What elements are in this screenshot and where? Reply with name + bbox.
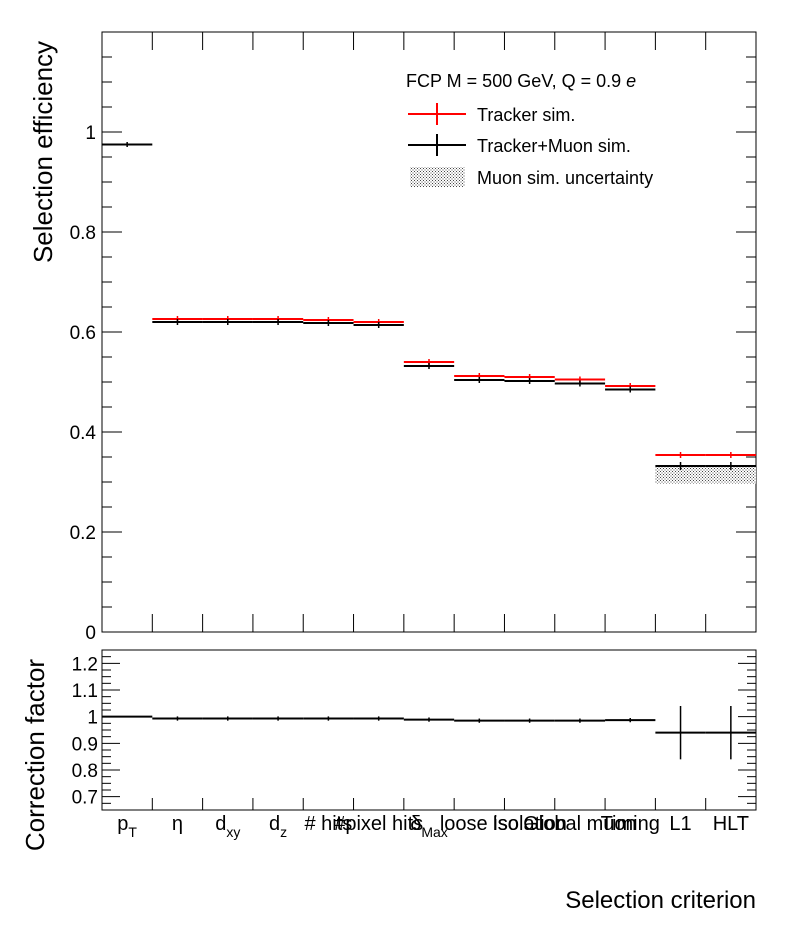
uncertainty-band-bin [655, 465, 706, 484]
main-x-ticks [151, 32, 707, 632]
category-label: loose iso [440, 813, 519, 835]
category-label: Isolation [492, 813, 567, 835]
category-label: # hits [304, 813, 352, 835]
ratio-y-tick-label: 0.8 [72, 761, 98, 782]
ratio-y-axis: 0.7 0.8 0.9 1 1.1 1.2 [72, 649, 756, 811]
category-label: L1 [669, 813, 691, 835]
correction-factor-series [102, 706, 756, 760]
x-axis-title: Selection criterion [565, 887, 756, 914]
ratio-y-axis-title: Correction factor [20, 659, 50, 852]
ratio-plot-frame [101, 649, 757, 811]
uncertainty-band-bin [705, 465, 756, 484]
main-y-axis-title: Selection efficiency [28, 41, 58, 263]
category-label: Global muon [523, 813, 636, 835]
main-y-tick-label: 0 [85, 623, 96, 644]
main-plot-frame [101, 31, 757, 633]
ratio-y-tick-label: 1.2 [72, 654, 98, 675]
category-label: dz [269, 813, 287, 840]
legend-header: FCP M = 500 GeV, Q = 0.9 e [406, 71, 636, 91]
category-label: η [172, 813, 183, 835]
category-label: dxy [215, 813, 240, 840]
ratio-x-ticks [151, 798, 707, 810]
legend-tracker-muon-sim-label: Tracker+Muon sim. [477, 136, 631, 156]
main-y-tick-label: 0.2 [70, 523, 96, 544]
uncertainty-band [655, 465, 756, 484]
legend-muon-uncertainty-label: Muon sim. uncertainty [477, 168, 653, 188]
ratio-y-tick-label: 1 [87, 708, 98, 729]
legend-tracker-sim-label: Tracker sim. [477, 105, 575, 125]
ratio-y-tick-label: 1.1 [72, 681, 98, 702]
main-y-axis: 0 0.2 0.4 0.6 0.8 1 [70, 31, 756, 644]
main-y-tick-label: 0.8 [70, 223, 96, 244]
main-y-tick-label: 0.4 [70, 423, 97, 444]
category-label: pT [117, 813, 137, 840]
legend: FCP M = 500 GeV, Q = 0.9 e Tracker sim. … [406, 71, 653, 188]
ratio-y-tick-label: 0.7 [72, 788, 98, 809]
category-label: HLT [713, 813, 749, 835]
main-y-tick-label: 0.6 [70, 323, 96, 344]
category-label: δMax [410, 813, 448, 840]
ratio-y-tick-label: 0.9 [72, 734, 98, 755]
category-label: #pixel hits [334, 813, 423, 835]
main-y-tick-label: 1 [85, 123, 96, 144]
legend-muon-uncertainty-swatch [410, 167, 465, 187]
tracker-sim-series [152, 316, 756, 458]
category-label: Timing [601, 813, 660, 835]
tracker-muon-sim-series [102, 142, 756, 470]
